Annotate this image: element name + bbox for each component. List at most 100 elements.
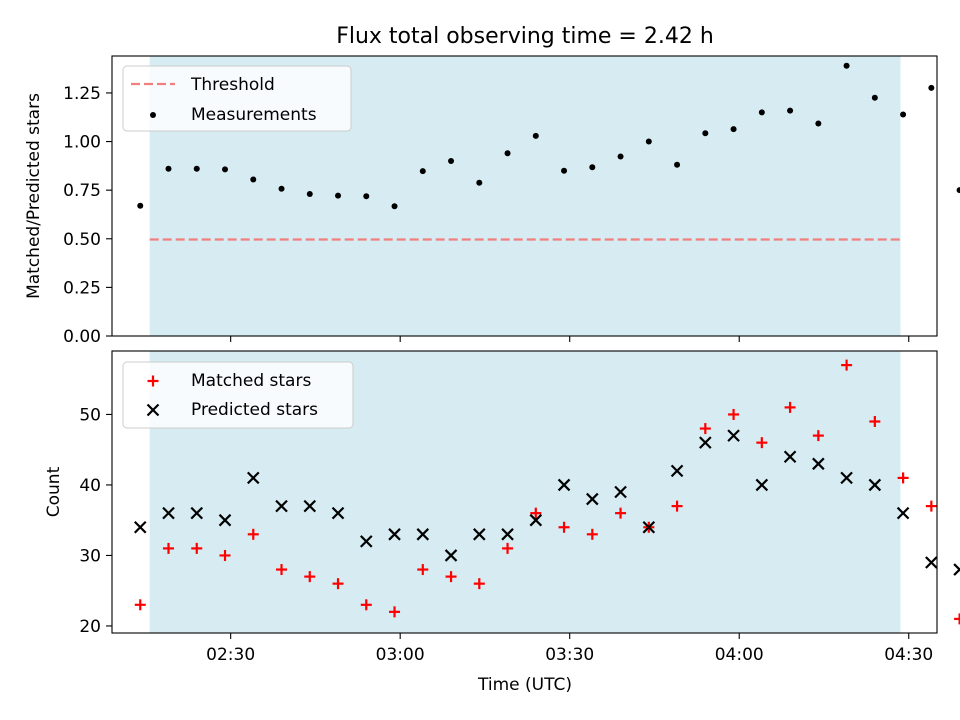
x-tick-label: 04:00	[715, 645, 764, 665]
legend-predicted-label: Predicted stars	[191, 400, 318, 420]
y-tick-label: 40	[79, 476, 101, 496]
matched-star-point	[671, 500, 683, 512]
predicted-star-point	[388, 528, 401, 541]
top-y-axis-label: Matched/Predicted stars	[24, 93, 44, 299]
y-tick-label: 0.50	[63, 230, 101, 250]
matched-star-point	[247, 528, 259, 540]
predicted-star-point	[473, 528, 486, 541]
x-tick-label: 03:30	[545, 645, 594, 665]
x-tick-label: 03:00	[376, 645, 425, 665]
measurement-point	[250, 176, 257, 183]
matched-star-point	[897, 472, 909, 484]
measurement-point	[617, 153, 624, 160]
legend-x-glyph	[146, 403, 160, 417]
bottom-axes-frame	[111, 350, 938, 634]
measurement-point	[928, 84, 935, 91]
legend-predicted-marker	[146, 403, 160, 417]
measurement-point	[222, 166, 229, 173]
y-tick-label: 30	[79, 546, 101, 566]
bottom-y-axis: 20 30 40 50	[79, 405, 112, 637]
predicted-star-point	[840, 471, 853, 485]
y-tick-label: 1.00	[63, 133, 101, 153]
measurement-point	[278, 185, 285, 192]
bottom-x-axis: 02:30 03:00 03:30 04:00 04:30	[206, 633, 933, 665]
measurement-point	[335, 192, 342, 199]
matched-star-point	[276, 564, 288, 576]
predicted-star-point	[218, 513, 232, 527]
y-tick-label: 0.75	[63, 181, 101, 201]
matched-star-point	[332, 578, 344, 590]
bottom-y-axis-label: Count	[44, 466, 64, 517]
matched-star-point	[389, 606, 401, 618]
measurement-point	[900, 111, 907, 118]
measurement-point	[589, 164, 596, 171]
predicted-star-point	[303, 499, 317, 513]
predicted-star-point	[783, 450, 797, 464]
matched-star-point	[502, 542, 514, 554]
y-tick-label: 20	[79, 617, 101, 637]
top-panel: 0.00 0.25 0.50 0.75 1.00 1.25 Matched/Predict…	[24, 55, 960, 347]
matched-star-point	[756, 437, 768, 449]
predicted-star-point	[755, 478, 769, 492]
measurement-point	[419, 168, 426, 175]
predicted-star-point	[246, 471, 260, 485]
predicted-star-point	[133, 520, 147, 534]
matched-star-point	[445, 571, 457, 583]
chart-title: Flux total observing time = 2.42 h	[336, 24, 714, 49]
measurement-point	[702, 130, 709, 137]
legend-plus-glyph	[147, 375, 159, 387]
x-tick-label: 02:30	[206, 645, 255, 665]
matched-star-point	[473, 578, 485, 590]
legend-measurements-marker	[150, 112, 156, 118]
y-tick-label: 0.25	[63, 278, 101, 298]
matched-star-point	[530, 507, 542, 519]
measurement-point	[306, 191, 313, 198]
matched-star-point	[784, 401, 796, 413]
measurement-point	[871, 94, 878, 101]
predicted-star-point	[670, 464, 684, 478]
predicted-star-point	[501, 528, 514, 541]
x-axis-label: Time (UTC)	[477, 675, 572, 695]
measurement-point	[532, 132, 539, 139]
predicted-star-point	[868, 478, 882, 492]
predicted-star-point	[529, 513, 543, 527]
measurement-point	[815, 120, 822, 127]
bottom-legend-box	[122, 361, 354, 429]
predicted-star-point	[896, 506, 910, 520]
matched-star-point	[304, 571, 316, 583]
predicted-star-point	[162, 506, 175, 520]
predicted-star-point	[586, 492, 599, 506]
measurement-point	[843, 62, 850, 69]
matched-star-point	[586, 528, 598, 540]
predicted-star-point	[699, 436, 712, 449]
matched-star-point	[219, 549, 231, 561]
measurement-point	[561, 167, 568, 174]
top-x-ticks	[230, 336, 910, 342]
bottom-legend: Matched stars Predicted stars	[122, 361, 354, 429]
measurement-point	[674, 161, 681, 168]
predicted-star-point	[925, 556, 938, 569]
predicted-star-point	[953, 563, 960, 576]
top-axes-frame	[111, 55, 938, 337]
y-tick-label: 50	[79, 405, 101, 425]
measurement-point	[730, 126, 737, 133]
matched-star-point	[360, 599, 372, 611]
top-legend-box	[122, 65, 352, 132]
matched-star-point	[134, 599, 146, 611]
matched-star-point	[869, 416, 881, 427]
legend-matched-marker	[147, 375, 159, 387]
matched-star-point	[163, 542, 175, 554]
measurement-point	[193, 165, 200, 172]
legend-matched-label: Matched stars	[191, 371, 311, 391]
top-measurement-points	[137, 62, 960, 210]
measurement-point	[956, 187, 960, 194]
measurement-point	[787, 107, 794, 114]
matched-star-point	[191, 542, 203, 554]
matched-star-point	[841, 359, 853, 371]
bottom-panel: 20 30 40 50 02:30 03:00 03:30 04:00 04:30 Count…	[44, 350, 960, 695]
predicted-star-point	[557, 478, 571, 492]
measurement-point	[391, 203, 398, 210]
matched-star-point	[699, 423, 711, 435]
matched-star-point	[954, 613, 960, 625]
matched-star-point	[417, 564, 429, 576]
